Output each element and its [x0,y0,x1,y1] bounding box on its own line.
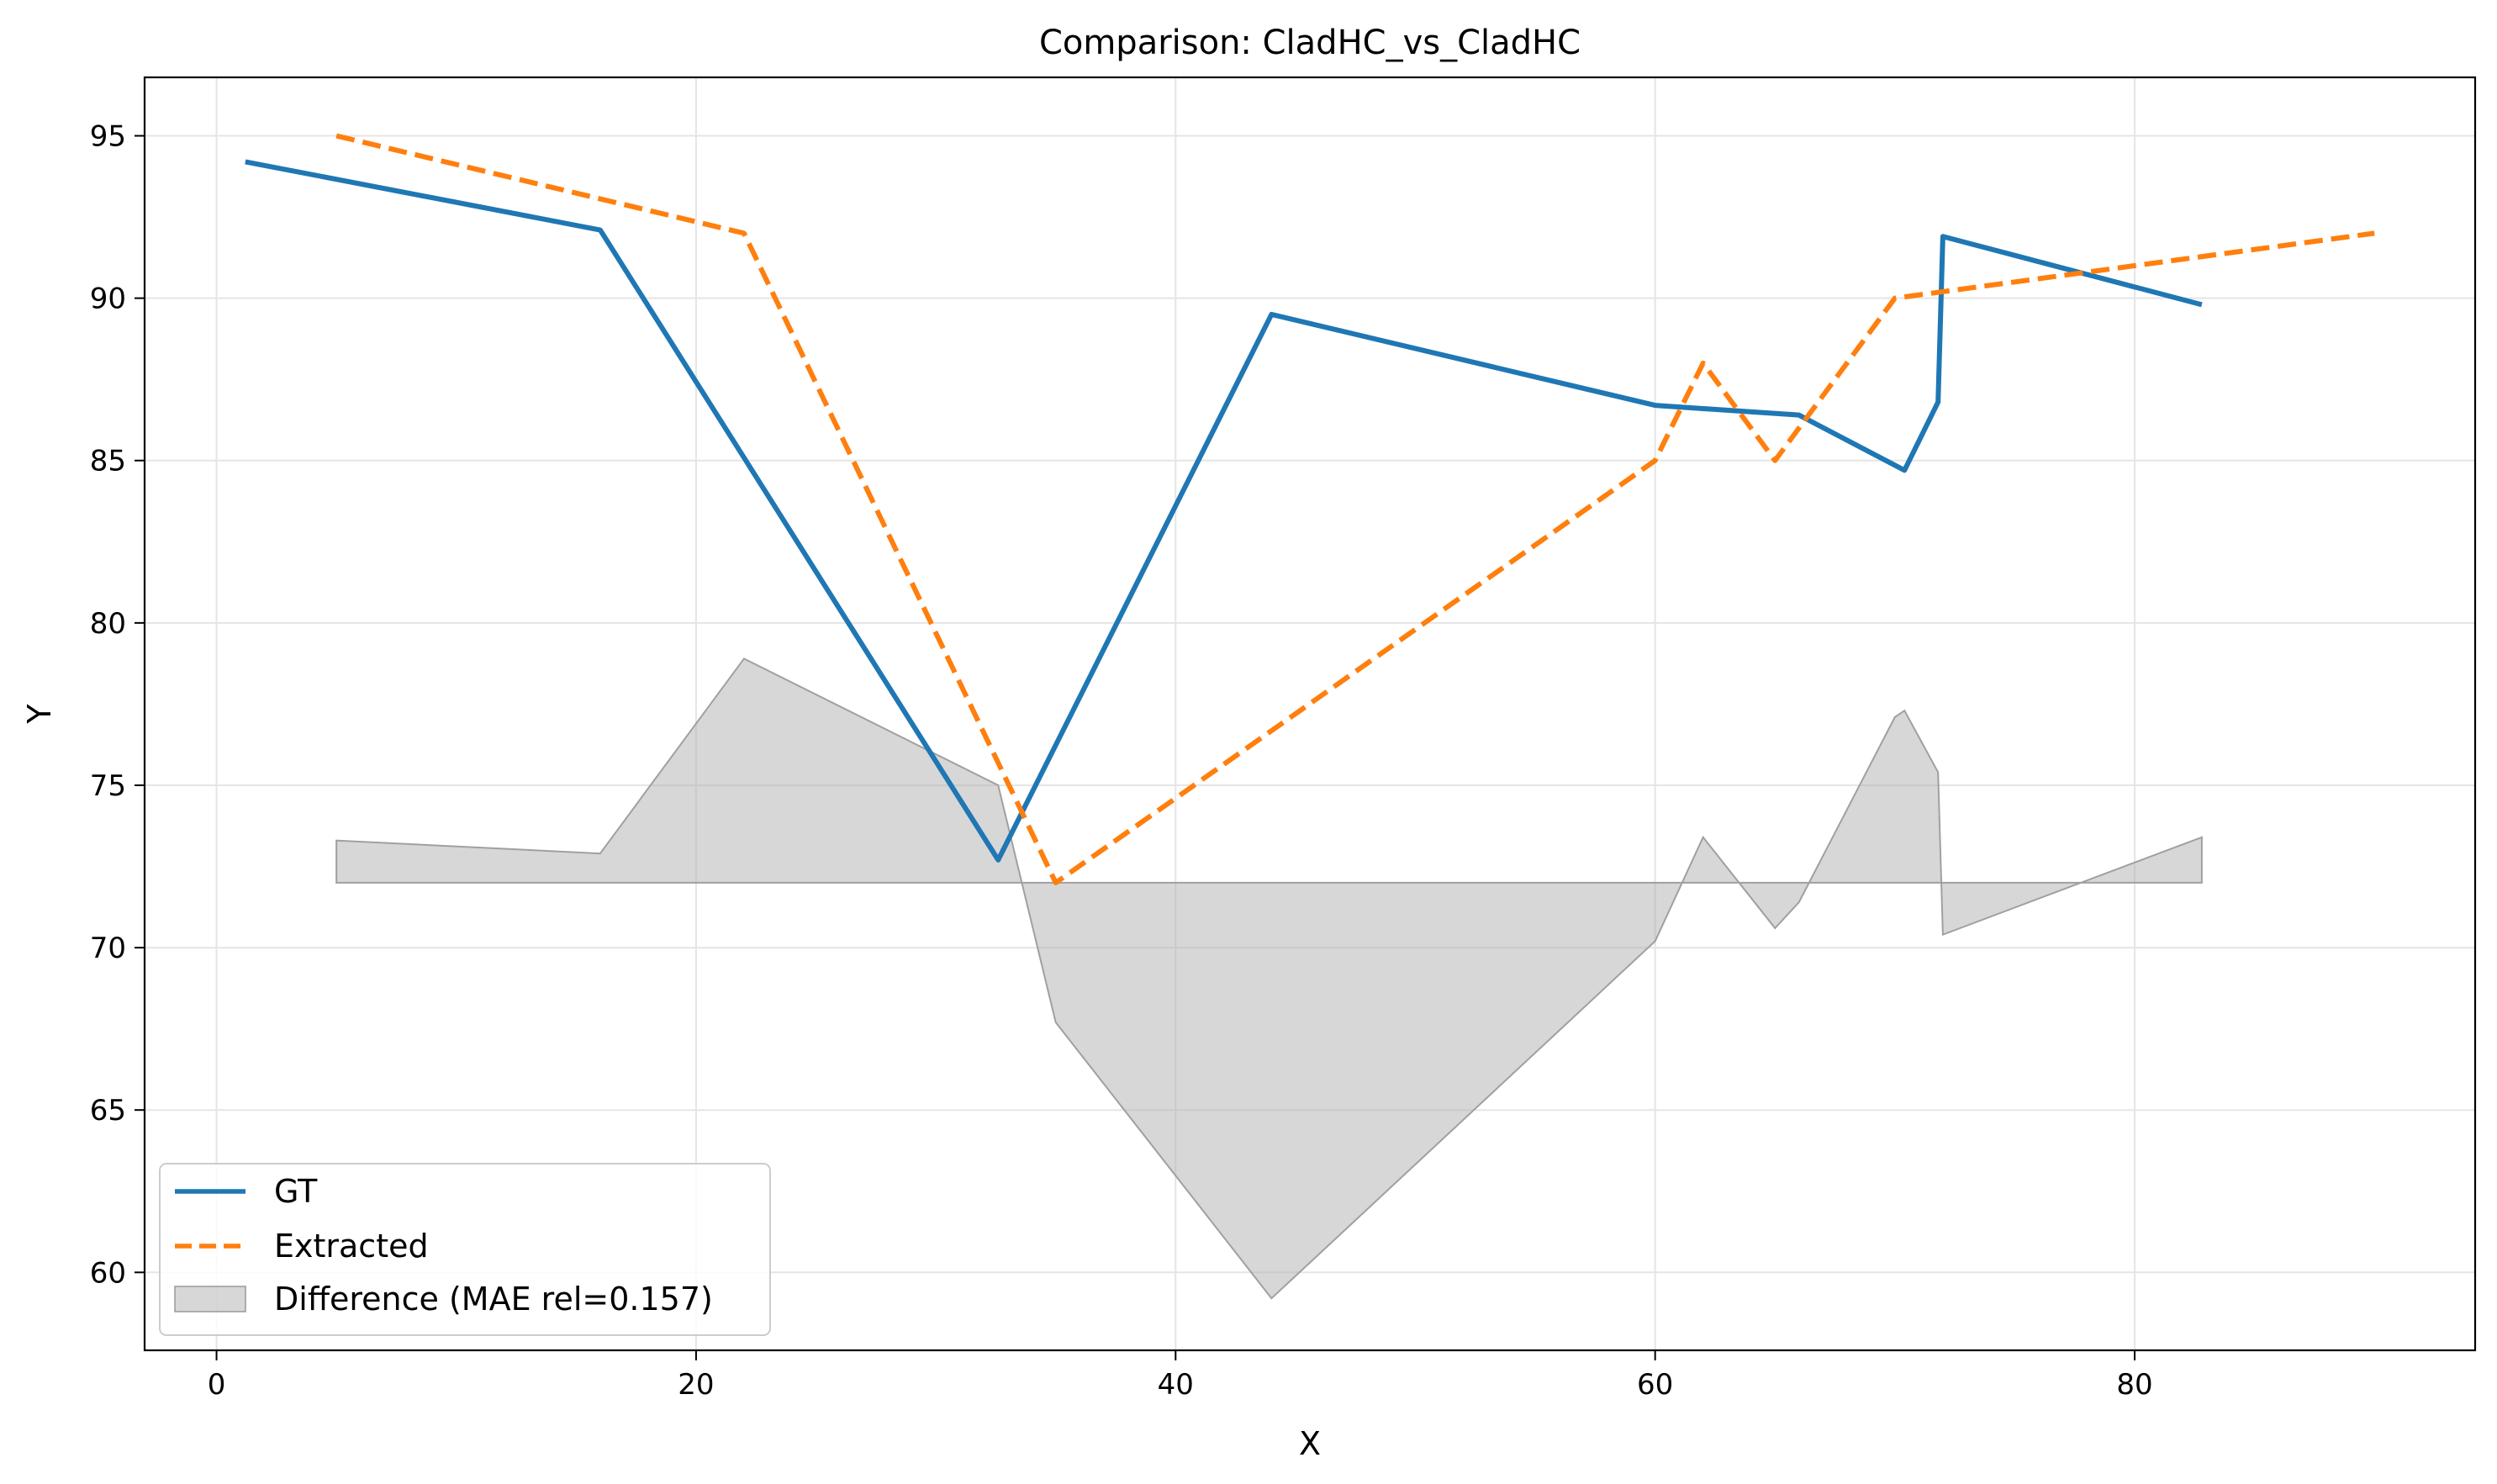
y-tick-label: 60 [90,1256,126,1290]
legend: GT Extracted Difference (MAE rel=0.157) [159,1163,771,1336]
y-tick-label: 75 [90,769,126,803]
x-tick-label: 80 [2116,1368,2152,1402]
x-tick-label: 20 [678,1368,714,1402]
difference-area-layer [335,658,2203,1300]
y-tick-label: 85 [90,445,126,478]
y-tick-label: 95 [90,120,126,154]
x-tick-label: 0 [208,1368,226,1402]
plot-area: 0 20 40 60 80 60 65 70 75 80 85 90 95 [90,76,2477,1402]
difference-area [335,658,2203,1300]
y-tick-label: 80 [90,607,126,641]
x-tick-label: 60 [1637,1368,1673,1402]
legend-box [159,1163,771,1336]
legend-label-extracted: Extracted [274,1228,429,1265]
y-tick-label: 65 [90,1094,126,1128]
series-line-layer [245,133,2375,885]
y-axis-ticks: 60 65 70 75 80 85 90 95 [90,120,145,1290]
legend-label-gt: GT [274,1173,318,1210]
legend-label-difference: Difference (MAE rel=0.157) [274,1281,713,1318]
legend-swatch-difference [174,1286,246,1312]
x-axis-ticks: 0 20 40 60 80 [208,1350,2153,1402]
plot-frame [143,76,2477,1352]
x-tick-label: 40 [1158,1368,1194,1402]
series-line-gt [245,159,2203,863]
x-axis-label: X [1299,1425,1321,1462]
y-tick-label: 70 [90,932,126,965]
chart-title: Comparison: CladHC_vs_CladHC [1039,24,1581,62]
y-axis-label: Y [21,704,58,725]
series-line-extracted [335,133,2375,885]
y-tick-label: 90 [90,283,126,316]
